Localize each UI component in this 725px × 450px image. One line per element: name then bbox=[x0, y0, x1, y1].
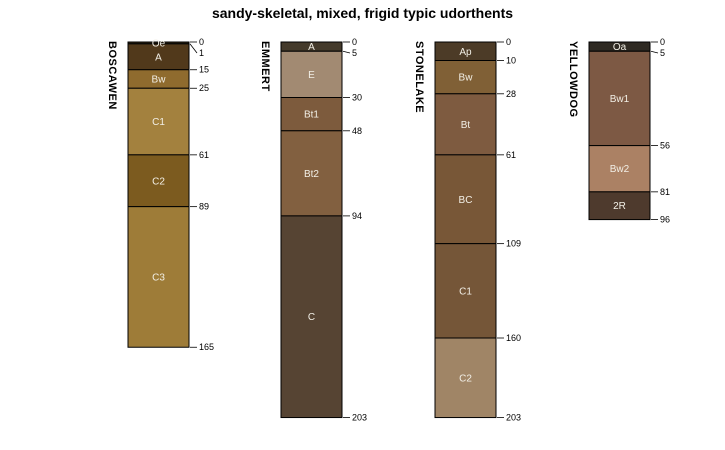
horizon-rect bbox=[280, 215, 343, 419]
horizon-label: C bbox=[308, 312, 315, 323]
horizon-label: Bw bbox=[152, 75, 167, 86]
depth-label: 96 bbox=[660, 215, 670, 225]
horizon-rect bbox=[127, 206, 190, 348]
depth-label: 109 bbox=[506, 239, 521, 249]
horizon-label: C2 bbox=[459, 373, 472, 384]
depth-label: 0 bbox=[506, 37, 511, 47]
horizon-rect bbox=[127, 154, 190, 208]
horizon-rect bbox=[434, 154, 497, 245]
horizon-rect bbox=[280, 50, 343, 98]
depth-tick-line bbox=[342, 50, 351, 54]
profile-name: YELLOWDOG bbox=[567, 41, 579, 118]
horizon-rect bbox=[588, 50, 651, 147]
depth-label: 160 bbox=[506, 333, 521, 343]
horizon-label: Oa bbox=[613, 42, 627, 53]
horizon-label: 2R bbox=[613, 201, 626, 212]
depth-label: 28 bbox=[506, 89, 516, 99]
depth-tick-line bbox=[650, 50, 659, 54]
depth-label: 203 bbox=[352, 413, 367, 423]
horizon-rect bbox=[434, 337, 497, 419]
chart-title: sandy-skeletal, mixed, frigid typic udor… bbox=[211, 5, 514, 21]
horizon-label: A bbox=[308, 42, 315, 53]
horizon-label: BC bbox=[459, 195, 473, 206]
horizon-label: C2 bbox=[152, 176, 165, 187]
depth-label: 56 bbox=[660, 141, 670, 151]
depth-label: 94 bbox=[352, 211, 362, 221]
horizon-label: Ap bbox=[459, 47, 472, 58]
depth-label: 25 bbox=[199, 83, 209, 93]
horizon-label: Oe bbox=[152, 38, 166, 49]
horizon-label: Bw1 bbox=[610, 94, 630, 105]
horizon-label: C1 bbox=[459, 286, 472, 297]
depth-label: 1 bbox=[199, 48, 204, 58]
depth-label: 0 bbox=[199, 37, 204, 47]
horizon-rect bbox=[127, 87, 190, 156]
depth-label: 30 bbox=[352, 92, 362, 102]
horizon-rect bbox=[434, 60, 497, 95]
depth-label: 89 bbox=[199, 202, 209, 212]
depth-label: 203 bbox=[506, 413, 521, 423]
depth-label: 48 bbox=[352, 126, 362, 136]
horizon-rect bbox=[280, 97, 343, 132]
profile-name: BOSCAWEN bbox=[106, 41, 118, 110]
horizon-rect bbox=[588, 191, 651, 221]
horizon-rect bbox=[127, 43, 190, 71]
depth-label: 10 bbox=[506, 55, 516, 65]
horizon-rect bbox=[280, 130, 343, 217]
profile-name: EMMERT bbox=[259, 41, 271, 92]
depth-label: 165 bbox=[199, 342, 214, 352]
depth-label: 5 bbox=[352, 48, 357, 58]
horizon-label: C3 bbox=[152, 272, 165, 283]
profile-name: STONELAKE bbox=[413, 41, 425, 113]
depth-tick-line bbox=[189, 43, 198, 54]
depth-label: 5 bbox=[660, 48, 665, 58]
depth-label: 0 bbox=[352, 37, 357, 47]
depth-label: 61 bbox=[506, 150, 516, 160]
depth-label: 61 bbox=[199, 150, 209, 160]
horizon-label: Bw2 bbox=[610, 164, 630, 175]
horizon-label: Bt1 bbox=[304, 110, 319, 121]
horizon-label: A bbox=[155, 52, 162, 63]
horizon-rect bbox=[434, 93, 497, 156]
horizon-rect bbox=[588, 145, 651, 193]
horizon-rect bbox=[434, 243, 497, 339]
depth-label: 15 bbox=[199, 65, 209, 75]
horizon-label: Bt bbox=[461, 120, 471, 131]
depth-label: 0 bbox=[660, 37, 665, 47]
depth-label: 81 bbox=[660, 187, 670, 197]
horizon-label: Bt2 bbox=[304, 169, 319, 180]
horizon-label: E bbox=[308, 70, 315, 81]
horizon-label: Bw bbox=[459, 73, 474, 84]
horizon-label: C1 bbox=[152, 117, 165, 128]
